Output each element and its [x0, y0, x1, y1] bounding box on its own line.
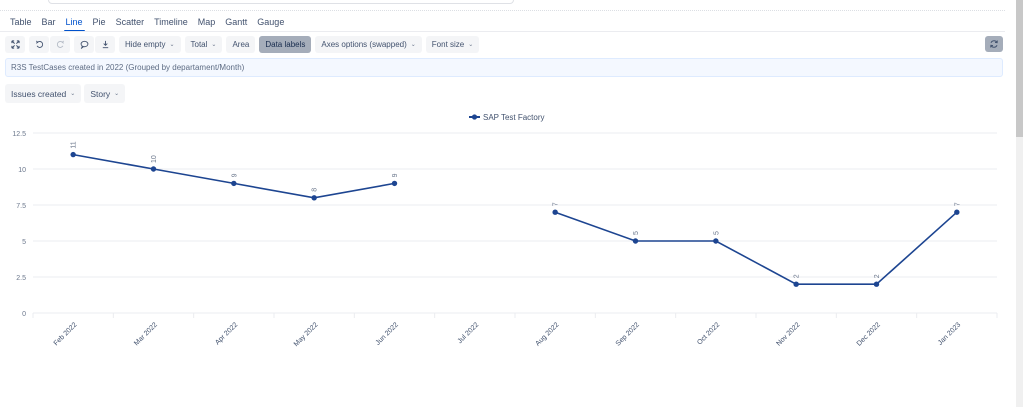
data-label: 11	[71, 141, 78, 148]
tab-table[interactable]: Table	[10, 17, 32, 27]
x-tick-label: Jul 2022	[457, 321, 481, 345]
hide-empty-label: Hide empty	[125, 40, 166, 49]
chart-canvas: SAP Test Factory 0 2.5 5 7.5 10 12.5 Feb 2022 Ma…	[12, 113, 998, 348]
chart-filters: Issues created ⌄ Story ⌄	[5, 84, 126, 103]
y-tick-label: 2.5	[16, 275, 26, 282]
series-line	[554, 211, 958, 285]
tab-gauge[interactable]: Gauge	[257, 17, 285, 27]
x-tick-label: May 2022	[293, 321, 320, 348]
tabs-divider	[0, 31, 1005, 32]
chevron-down-icon: ⌄	[211, 42, 217, 48]
x-tick-label: Feb 2022	[53, 321, 79, 347]
y-tick-label: 12.5	[12, 131, 26, 138]
undo-button[interactable]	[29, 36, 49, 53]
top-input-field[interactable]	[48, 0, 514, 4]
tab-line[interactable]: Line	[61, 14, 88, 32]
jql-query-box[interactable]: R3S TestCases created in 2022 (Grouped b…	[5, 58, 1003, 77]
redo-button[interactable]	[50, 36, 70, 53]
x-tick-label: Aug 2022	[534, 321, 560, 347]
chevron-down-icon: ⌄	[169, 42, 175, 48]
data-point[interactable]	[150, 166, 157, 172]
fullscreen-button[interactable]	[5, 36, 25, 53]
comment-button[interactable]	[74, 36, 94, 53]
total-label: Total	[190, 40, 208, 49]
hide-empty-dropdown[interactable]: Hide empty ⌄	[119, 36, 181, 53]
data-point[interactable]	[391, 180, 398, 187]
y-tick-label: 10	[18, 167, 26, 174]
measure-label: Issues created	[11, 88, 67, 99]
data-label: 7	[553, 202, 560, 206]
issue-type-label: Story	[90, 88, 111, 99]
y-tick-label: 0	[22, 311, 26, 318]
issue-type-dropdown[interactable]: Story ⌄	[84, 84, 126, 103]
axes-options-label: Axes options (swapped)	[321, 40, 407, 49]
chevron-down-icon: ⌄	[70, 91, 76, 97]
chart-toolbar: Hide empty ⌄ Total ⌄ Area Data labels Axes…	[5, 36, 480, 53]
expand-icon	[10, 40, 20, 49]
download-button[interactable]	[95, 36, 115, 53]
refresh-button[interactable]	[985, 36, 1003, 52]
line-chart: SAP Test Factory 0 2.5 5 7.5 10 12.5 Feb 2022 Ma…	[0, 100, 1010, 400]
data-label: 9	[392, 173, 399, 177]
data-point[interactable]	[793, 281, 799, 287]
scrollbar-thumb[interactable]	[1016, 0, 1023, 137]
data-point[interactable]	[713, 238, 719, 244]
data-label: 5	[713, 231, 720, 235]
x-tick-label: Dec 2022	[856, 321, 882, 347]
area-toggle[interactable]: Area	[226, 36, 256, 53]
legend-marker-icon	[471, 114, 478, 120]
refresh-icon	[990, 40, 998, 48]
tab-pie[interactable]: Pie	[92, 17, 106, 27]
y-tick-label: 7.5	[16, 203, 26, 210]
data-point[interactable]	[552, 209, 558, 215]
data-label: 9	[231, 173, 238, 177]
redo-icon	[56, 40, 64, 48]
chevron-down-icon: ⌄	[468, 42, 474, 48]
x-tick-label: Oct 2022	[696, 321, 721, 346]
data-labels-toggle[interactable]: Data labels	[259, 36, 312, 53]
data-point[interactable]	[954, 209, 960, 215]
data-point[interactable]	[70, 151, 76, 158]
x-tick-label: Apr 2022	[214, 321, 239, 346]
legend-item[interactable]: SAP Test Factory	[483, 113, 545, 122]
chevron-down-icon: ⌄	[114, 91, 120, 97]
data-label: 7	[954, 202, 961, 206]
data-point[interactable]	[311, 195, 317, 201]
x-tick-label: Jan 2023	[937, 321, 962, 346]
download-icon	[102, 40, 108, 49]
total-dropdown[interactable]: Total ⌄	[184, 36, 223, 53]
axes-options-dropdown[interactable]: Axes options (swapped) ⌄	[315, 36, 422, 53]
undo-icon	[35, 40, 43, 48]
x-tick-label: Jun 2022	[375, 321, 400, 346]
tab-map[interactable]: Map	[197, 17, 216, 27]
data-point[interactable]	[873, 281, 880, 287]
data-label: 2	[874, 274, 881, 278]
tab-gantt[interactable]: Gantt	[225, 17, 248, 27]
font-size-dropdown[interactable]: Font size ⌄	[425, 36, 480, 53]
chart-type-tabs: Table Bar Line Pie Scatter Timeline Map …	[5, 14, 289, 32]
data-label: 2	[794, 274, 801, 278]
measure-dropdown[interactable]: Issues created ⌄	[5, 84, 82, 103]
tab-bar[interactable]: Bar	[41, 17, 56, 27]
data-point[interactable]	[231, 180, 237, 187]
font-size-label: Font size	[431, 40, 465, 49]
comment-icon	[80, 40, 88, 49]
data-label: 8	[312, 188, 319, 192]
x-tick-label: Mar 2022	[133, 321, 159, 347]
x-tick-label: Nov 2022	[775, 321, 801, 347]
divider	[0, 10, 1005, 11]
data-label: 5	[633, 231, 640, 235]
vertical-scrollbar[interactable]	[1016, 0, 1023, 407]
x-tick-label: Sep 2022	[615, 321, 641, 347]
tab-scatter[interactable]: Scatter	[115, 17, 145, 27]
data-label: 10	[151, 155, 158, 163]
data-point[interactable]	[632, 238, 639, 244]
chevron-down-icon: ⌄	[410, 42, 416, 48]
y-tick-label: 5	[22, 239, 26, 246]
tab-timeline[interactable]: Timeline	[154, 17, 188, 27]
